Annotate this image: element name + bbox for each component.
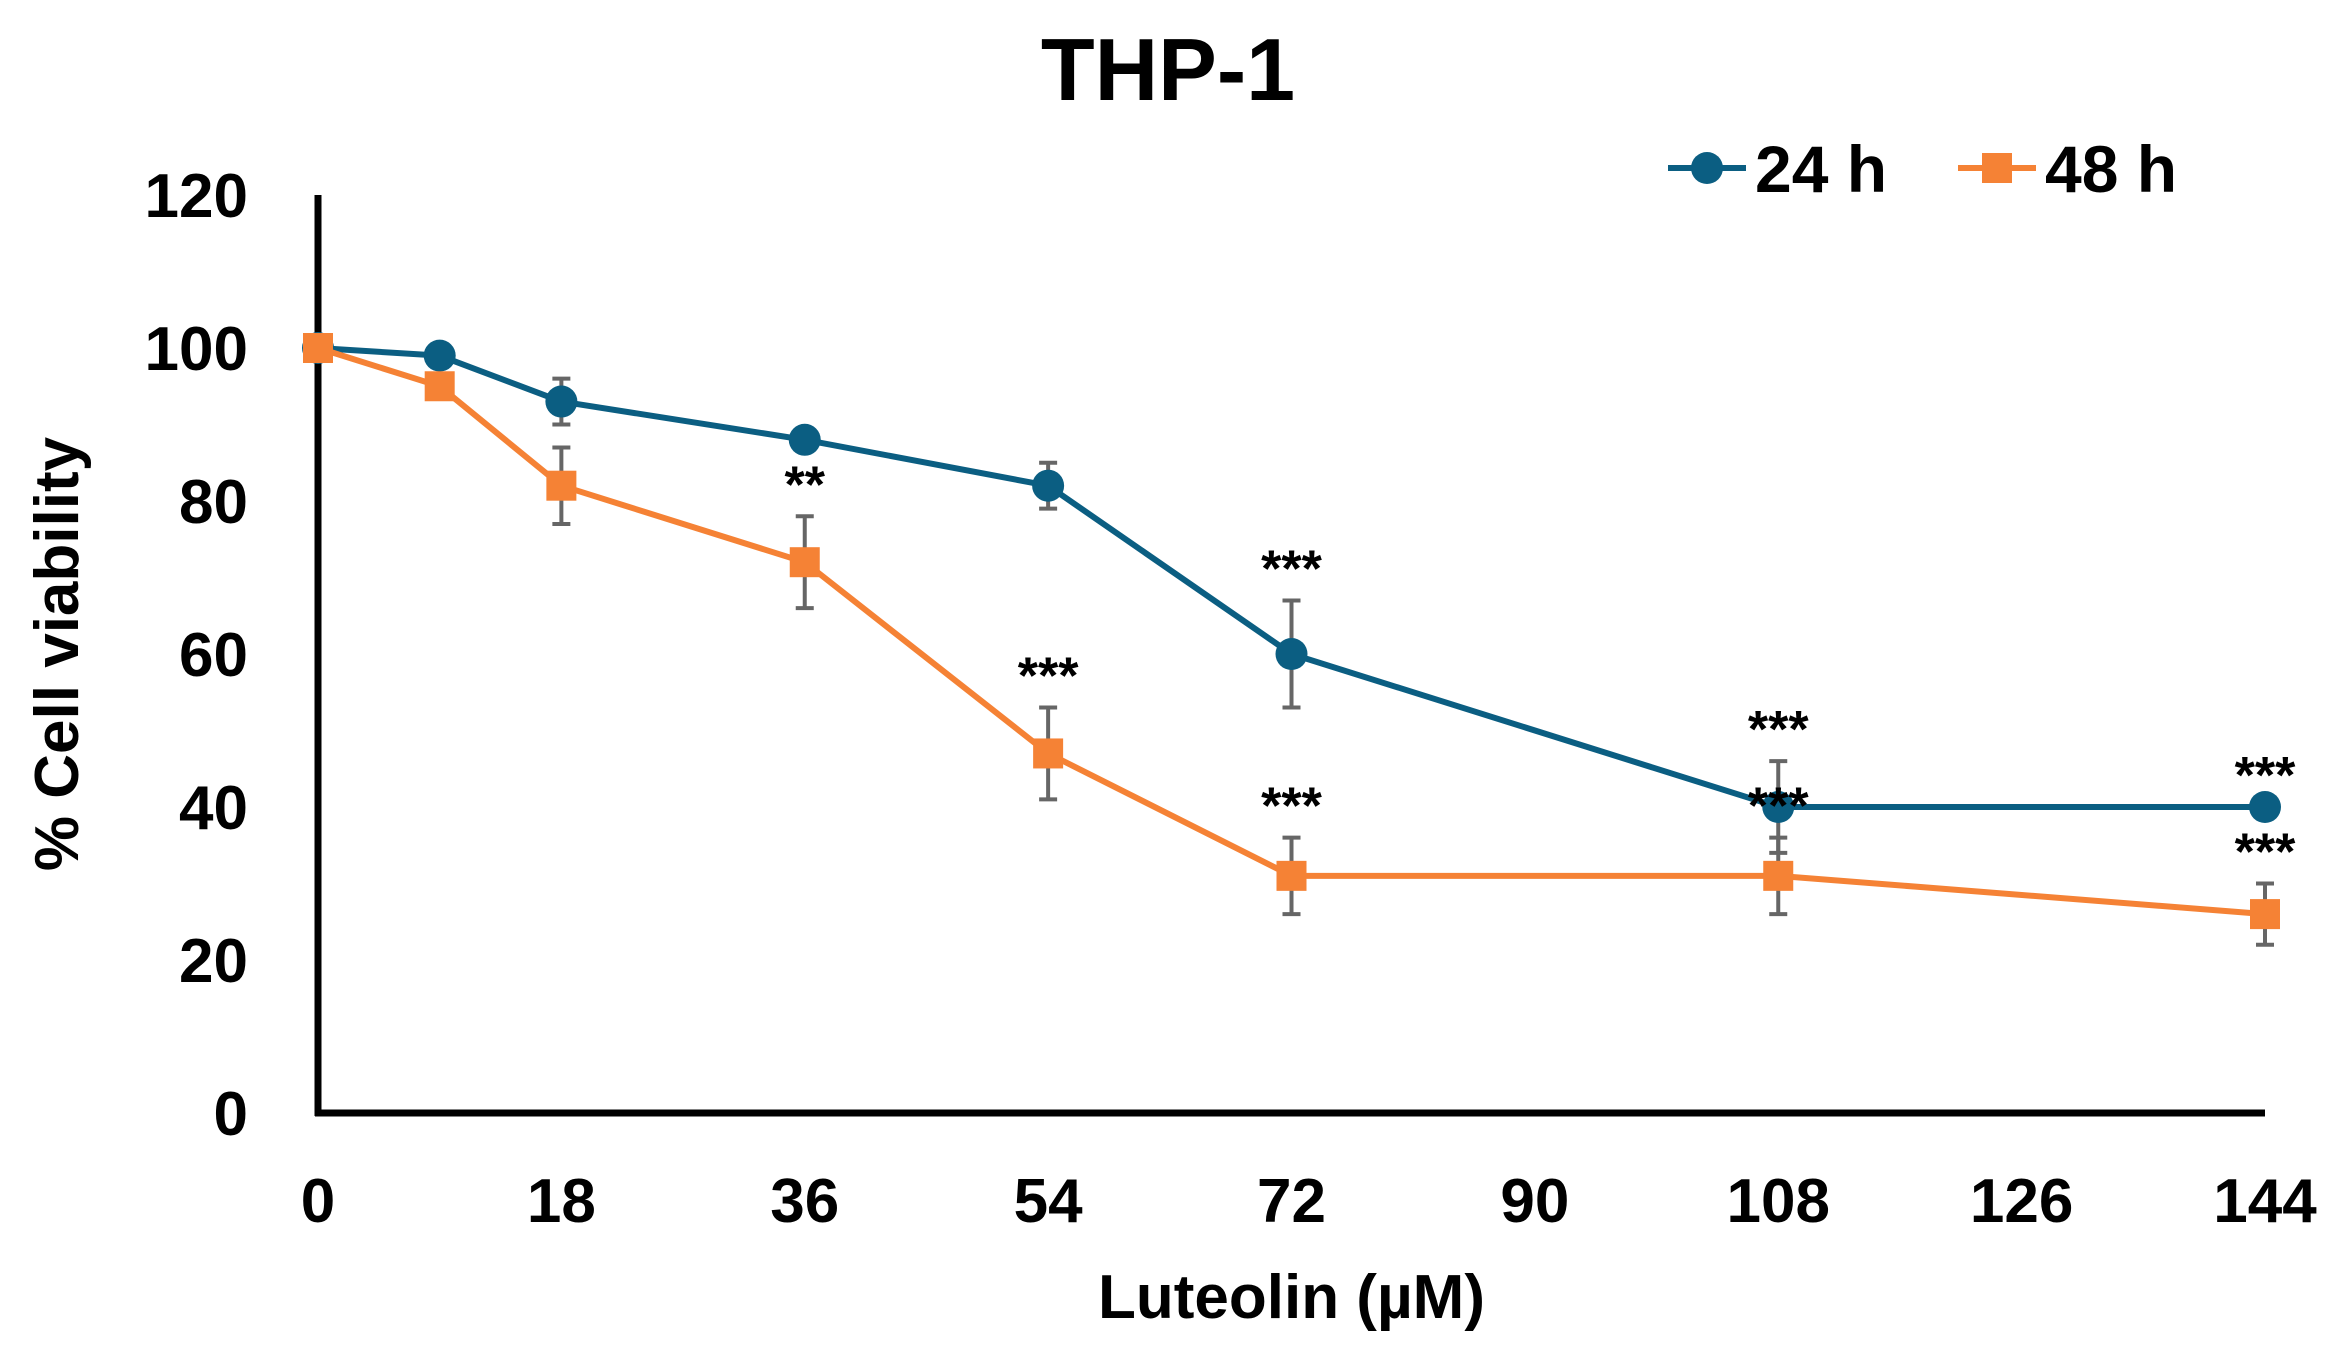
significance-label: *** <box>1748 778 1809 836</box>
significance-label: *** <box>1748 701 1809 759</box>
series-48h: ******** ****** <box>303 333 2296 947</box>
legend: 24 h 48 h <box>1668 132 2177 206</box>
series-layer: ***************** ****** <box>302 332 2296 947</box>
x-tick-label: 72 <box>1257 1167 1326 1236</box>
y-tick-label: 120 <box>145 162 248 231</box>
data-point <box>2250 899 2280 930</box>
legend-entry: 48 h <box>1958 132 2177 206</box>
legend-marker <box>1982 153 2012 183</box>
data-point <box>545 385 578 418</box>
significance-label: *** <box>1018 648 1079 706</box>
y-tick-label: 60 <box>179 621 248 690</box>
series-line <box>317 345 2266 918</box>
y-tick-labels: 0 20 40 60 80 100 120 <box>145 162 248 1149</box>
data-point <box>1275 638 1308 670</box>
x-tick-label: 126 <box>1970 1167 2073 1236</box>
legend-label: 48 h <box>2045 132 2177 206</box>
data-point <box>303 333 333 363</box>
x-tick-label: 144 <box>2213 1167 2317 1236</box>
significance-label: *** <box>1261 540 1322 598</box>
series-line <box>317 345 2265 810</box>
data-point <box>1033 738 1064 769</box>
x-tick-labels: 0 18 36 54 72 90 108 126 144 <box>301 1167 2317 1236</box>
chart-title: THP-1 <box>1041 20 1295 119</box>
significance-label: ** <box>785 456 826 514</box>
y-tick-label: 0 <box>214 1080 248 1149</box>
data-point <box>2249 791 2281 823</box>
y-axis-title: % Cell viability <box>23 436 92 871</box>
x-tick-label: 54 <box>1014 1167 1083 1236</box>
x-tick-label: 0 <box>301 1167 335 1236</box>
legend-entry: 24 h <box>1668 132 1887 206</box>
series-24h: *** *** *** <box>302 332 2296 855</box>
y-tick-label: 20 <box>179 927 248 996</box>
data-point <box>1032 469 1065 502</box>
x-tick-label: 36 <box>770 1167 839 1236</box>
y-tick-label: 100 <box>145 315 248 384</box>
data-point <box>789 547 820 578</box>
significance-label: *** <box>2235 747 2296 805</box>
y-tick-label: 80 <box>179 468 248 537</box>
x-axis-title: Luteolin (µM) <box>1098 1263 1485 1332</box>
x-tick-label: 90 <box>1500 1167 1569 1236</box>
x-tick-label: 108 <box>1727 1167 1830 1236</box>
y-tick-label: 40 <box>179 774 248 843</box>
data-point <box>1762 791 1795 823</box>
data-point <box>424 371 455 402</box>
significance-label: *** <box>1261 778 1322 836</box>
data-point <box>1276 860 1307 891</box>
data-point <box>1763 860 1794 891</box>
data-point <box>546 470 577 501</box>
legend-label: 24 h <box>1755 132 1887 206</box>
x-tick-label: 18 <box>527 1167 596 1236</box>
legend-marker <box>1691 152 1723 184</box>
significance-label: *** <box>2235 824 2296 882</box>
data-point <box>788 423 821 456</box>
data-point <box>423 339 456 372</box>
